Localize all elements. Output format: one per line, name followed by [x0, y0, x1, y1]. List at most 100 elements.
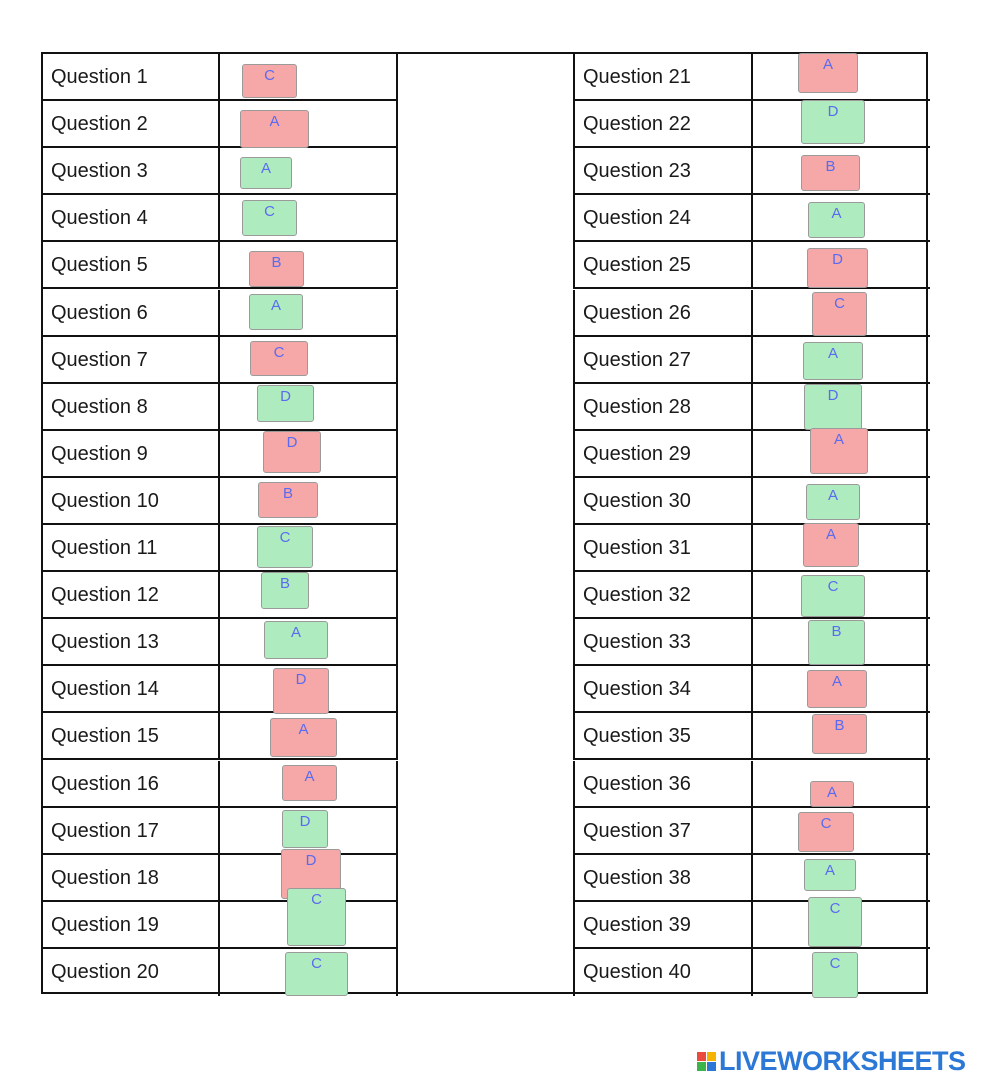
answer-tile[interactable]: B	[808, 620, 865, 665]
answer-tile[interactable]: D	[807, 248, 868, 288]
question-label: Question 3	[51, 160, 148, 183]
table-cell	[575, 54, 753, 102]
table-cell	[220, 195, 398, 243]
table-cell	[220, 430, 398, 478]
answer-tile[interactable]: C	[285, 952, 348, 996]
answer-tile[interactable]: A	[803, 523, 859, 567]
question-label: Question 12	[51, 584, 159, 607]
table-cell	[43, 195, 220, 243]
table-cell	[398, 289, 575, 337]
table-cell	[398, 148, 575, 196]
question-label: Question 2	[51, 113, 148, 136]
answer-tile[interactable]: D	[257, 385, 314, 422]
table-cell	[398, 336, 575, 384]
table-cell	[575, 948, 753, 996]
table-cell	[220, 619, 398, 667]
answer-tile[interactable]: A	[807, 670, 867, 708]
table-cell	[43, 289, 220, 337]
table-cell	[220, 572, 398, 620]
answer-tile[interactable]: A	[798, 53, 858, 93]
answer-tile[interactable]: C	[808, 897, 862, 947]
answer-tile[interactable]: C	[287, 888, 346, 946]
answer-tile[interactable]: A	[240, 110, 309, 148]
question-label: Question 1	[51, 66, 148, 88]
answer-tile[interactable]: A	[804, 859, 856, 891]
table-cell	[398, 948, 575, 996]
question-label: Question 10	[51, 489, 159, 512]
table-cell	[575, 242, 753, 290]
answer-tile[interactable]: B	[801, 155, 860, 191]
answer-tile[interactable]: A	[240, 157, 292, 189]
question-label: Question 27	[583, 348, 691, 371]
table-cell	[43, 336, 220, 384]
table-cell	[398, 854, 575, 902]
table-cell	[753, 195, 930, 243]
answer-tile[interactable]: B	[258, 482, 318, 518]
table-cell	[220, 948, 398, 996]
answer-tile[interactable]: A	[810, 781, 854, 807]
question-label: Question 26	[583, 301, 691, 324]
table-cell	[220, 336, 398, 384]
table-cell	[43, 854, 220, 902]
table-cell	[575, 430, 753, 478]
question-label: Question 16	[51, 772, 159, 795]
table-cell	[220, 760, 398, 808]
answer-tile[interactable]: A	[249, 294, 303, 330]
answer-tile[interactable]: A	[808, 202, 865, 238]
answer-tile[interactable]: C	[812, 952, 858, 998]
question-label: Question 28	[583, 395, 691, 418]
table-cell	[220, 242, 398, 290]
answer-tile[interactable]: D	[273, 668, 329, 714]
table-cell	[220, 477, 398, 525]
answer-table	[41, 52, 930, 996]
table-cell	[220, 289, 398, 337]
question-label: Question 15	[51, 725, 159, 748]
table-cell	[43, 242, 220, 290]
answer-tile[interactable]: A	[264, 621, 328, 659]
table-cell	[220, 148, 398, 196]
answer-tile[interactable]: B	[261, 572, 309, 609]
answer-tile[interactable]: C	[801, 575, 865, 617]
table-cell	[398, 619, 575, 667]
table-cell	[43, 760, 220, 808]
table-cell	[398, 572, 575, 620]
question-label: Question 35	[583, 725, 691, 748]
answer-tile[interactable]: C	[242, 200, 297, 236]
answer-tile[interactable]: D	[263, 431, 321, 473]
table-cell	[43, 713, 220, 761]
answer-tile[interactable]: A	[803, 342, 863, 380]
answer-tile[interactable]: A	[282, 765, 337, 801]
answer-tile[interactable]: B	[812, 714, 867, 754]
answer-tile[interactable]: D	[804, 384, 862, 430]
question-label: Question 7	[51, 348, 148, 371]
table-cell	[575, 713, 753, 761]
question-label: Question 23	[583, 160, 691, 183]
liveworksheets-logo: LIVEWORKSHEETS	[697, 1045, 966, 1076]
question-label: Question 9	[51, 442, 148, 465]
answer-tile[interactable]: A	[270, 718, 337, 757]
answer-tile[interactable]: C	[257, 526, 313, 568]
answer-tile[interactable]: A	[806, 484, 860, 520]
logo-text: LIVEWORKSHEETS	[719, 1045, 966, 1076]
table-cell	[43, 101, 220, 149]
answer-tile[interactable]: D	[801, 100, 865, 144]
question-label: Question 8	[51, 395, 148, 418]
answer-tile[interactable]: C	[250, 341, 308, 376]
table-cell	[575, 901, 753, 949]
answer-tile[interactable]: B	[249, 251, 304, 287]
question-label: Question 33	[583, 631, 691, 654]
table-cell	[753, 666, 930, 714]
table-cell	[753, 431, 930, 478]
answer-tile[interactable]: D	[282, 810, 328, 848]
answer-tile[interactable]: C	[242, 64, 297, 98]
question-label: Question 14	[51, 678, 159, 701]
table-cell	[220, 901, 398, 949]
table-cell	[398, 195, 575, 243]
question-label: Question 34	[583, 678, 691, 701]
table-cell	[220, 54, 398, 102]
answer-tile[interactable]: C	[812, 292, 867, 336]
answer-tile[interactable]: A	[810, 428, 868, 474]
answer-tile[interactable]: C	[798, 812, 854, 852]
table-cell	[575, 760, 753, 808]
table-cell	[575, 101, 753, 149]
